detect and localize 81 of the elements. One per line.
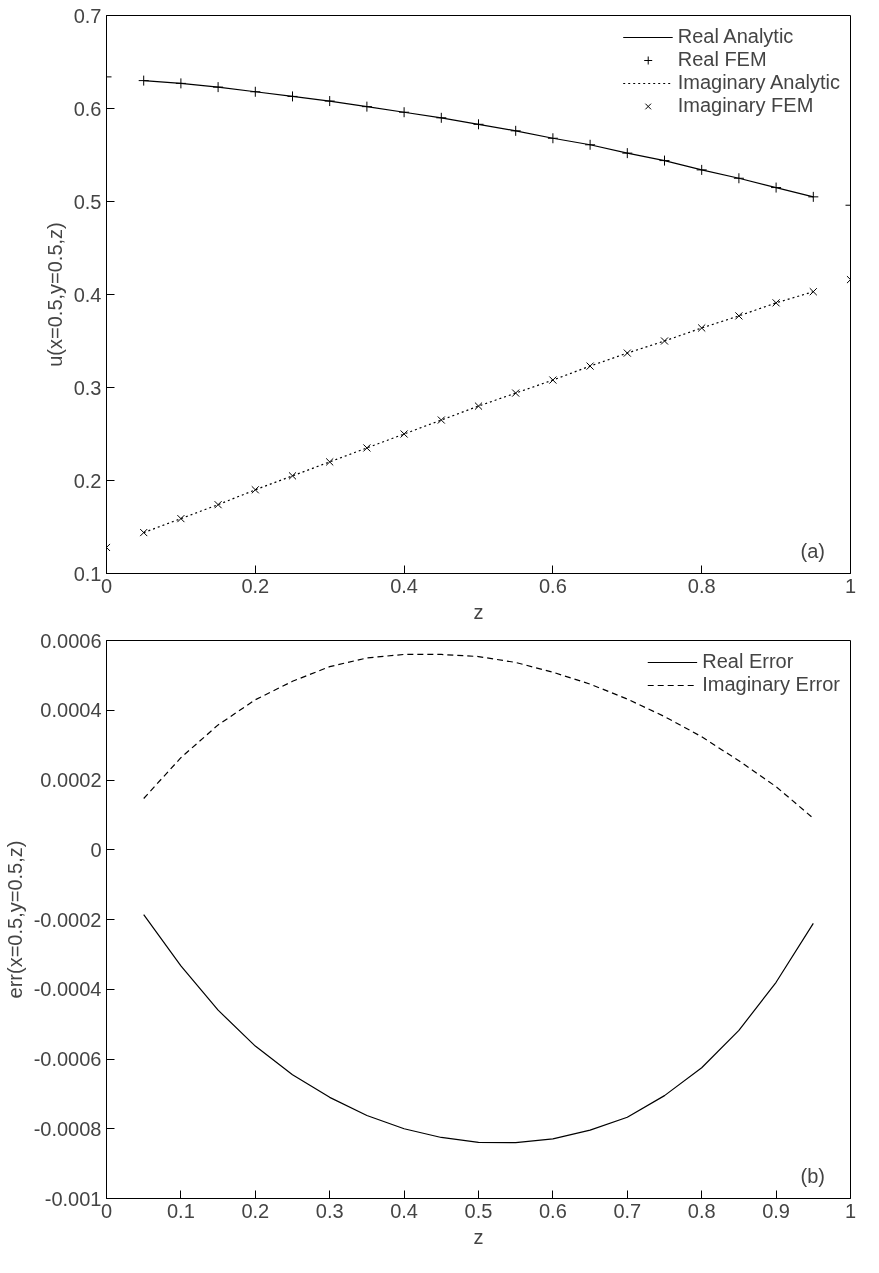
y-tick-label: -0.0004: [33, 978, 102, 1001]
point: [809, 287, 818, 296]
legend-label: Real Analytic: [677, 25, 794, 48]
y-tick-label: -0.0002: [33, 908, 102, 931]
point: [249, 86, 261, 98]
point: [621, 147, 633, 159]
y-tick-label: 0.7: [73, 4, 102, 27]
legend-label: Imaginary Error: [702, 673, 840, 696]
point: [586, 362, 595, 371]
x-tick-label: 0.1: [167, 1199, 195, 1222]
line-series: [143, 914, 814, 1144]
point: [548, 376, 557, 385]
x-tick-label: 0.6: [539, 574, 567, 597]
point: [510, 125, 522, 137]
point: [733, 172, 745, 184]
point: [511, 389, 520, 398]
x-tick-label: 0.2: [241, 1199, 270, 1222]
point: [659, 155, 670, 167]
legend-label: Real FEM: [677, 48, 767, 71]
x-tick-label: 0.6: [539, 1199, 567, 1222]
x-tick-label: 0.3: [315, 1199, 344, 1222]
point: [212, 81, 224, 93]
point: [176, 514, 185, 523]
point: [474, 402, 483, 411]
y-tick-label: 0.5: [73, 190, 102, 213]
y-tick-label: 0.4: [73, 283, 102, 306]
annotation: (a): [800, 539, 825, 562]
point: [138, 75, 150, 87]
point: [770, 182, 782, 194]
legend-label: Real Error: [702, 650, 794, 673]
y-axis-title: u(x=0.5,y=0.5,z): [43, 222, 66, 367]
x-tick-label: 0.5: [464, 1199, 493, 1222]
x-tick-label: 0.7: [613, 1199, 642, 1222]
point: [437, 416, 446, 425]
point: [697, 323, 706, 333]
y-tick-label: 0.2: [73, 469, 102, 492]
legend-label: Imaginary FEM: [677, 94, 814, 117]
y-tick-label: 0.0004: [40, 699, 102, 722]
point: [473, 118, 484, 130]
point: [251, 485, 260, 494]
x-tick-label: 0.8: [687, 574, 716, 597]
annotation: (b): [800, 1164, 825, 1187]
x-tick-label: 0.4: [390, 574, 419, 597]
x-axis-title: z: [473, 600, 484, 623]
x-tick-label: 0.4: [390, 1199, 419, 1222]
point: [734, 311, 743, 320]
point: [547, 132, 559, 144]
y-tick-label: -0.001: [44, 1187, 102, 1210]
point: [214, 500, 223, 509]
point: [324, 95, 336, 107]
y-tick-label: -0.0008: [33, 1117, 102, 1140]
y-axis-title: err(x=0.5,y=0.5,z): [3, 840, 26, 999]
point: [288, 471, 297, 480]
point: [623, 349, 632, 358]
point: [362, 443, 371, 452]
y-tick-label: -0.0006: [33, 1048, 102, 1070]
y-tick-label: 0.3: [73, 376, 102, 399]
x-axis-title: z: [473, 1225, 484, 1248]
y-tick-label: 0.6: [73, 97, 102, 120]
point: [325, 457, 334, 466]
y-tick-label: 0.0006: [40, 629, 102, 652]
point: [287, 90, 298, 102]
y-tick-label: 0: [90, 838, 102, 861]
x-tick-label: 0.8: [687, 1199, 716, 1222]
point: [584, 139, 596, 151]
point: [175, 77, 187, 89]
point: [400, 429, 409, 439]
legend-label: Imaginary Analytic: [677, 71, 840, 94]
point: [807, 191, 819, 203]
point: [435, 112, 447, 124]
point: [772, 298, 781, 307]
y-tick-label: 0.0002: [40, 769, 102, 791]
point: [139, 528, 148, 537]
point: [398, 106, 410, 118]
x-tick-label: 0.2: [241, 574, 270, 597]
point: [696, 164, 708, 176]
x-tick-label: 0.9: [762, 1199, 791, 1222]
point: [660, 336, 669, 346]
point: [361, 101, 373, 113]
x-tick-label: 1: [844, 1199, 857, 1222]
x-tick-label: 1: [844, 574, 857, 597]
